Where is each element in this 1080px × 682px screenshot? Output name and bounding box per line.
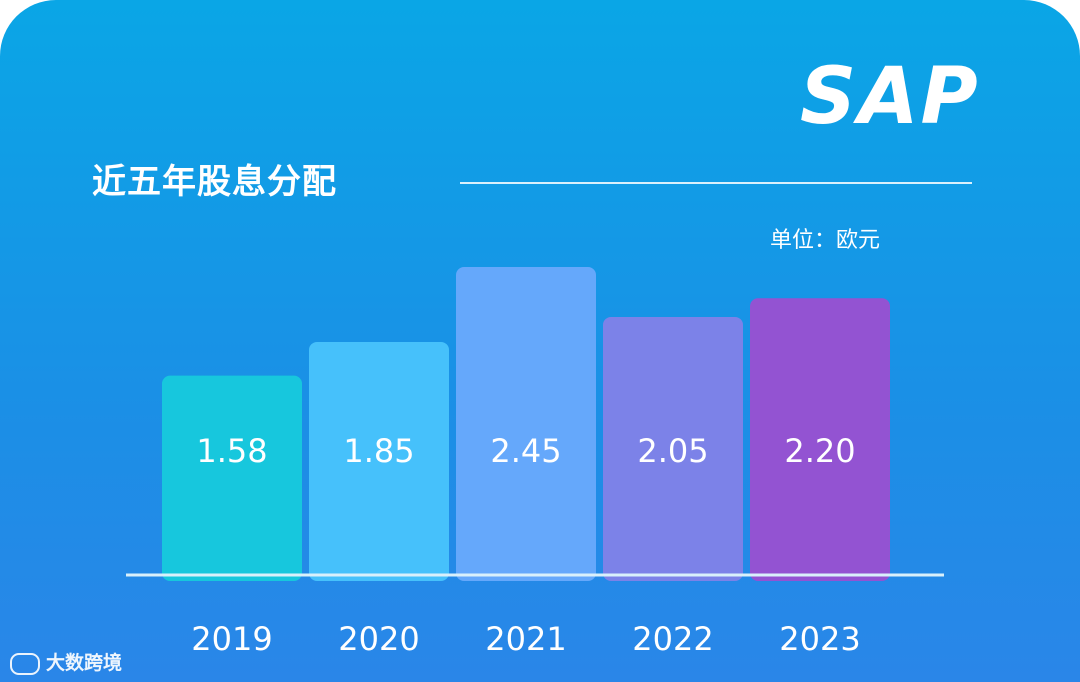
x-tick-2021: 2021	[485, 620, 566, 658]
brand-mark-icon	[10, 652, 40, 675]
bar-2020	[309, 341, 449, 581]
value-label-2021: 2.45	[490, 432, 561, 470]
sap-logo: SAP	[800, 52, 980, 142]
value-label-2020: 1.85	[343, 432, 414, 470]
value-label-2022: 2.05	[637, 432, 708, 470]
bars-group: 1.58 1.85 2.45 2.05 2.20	[162, 267, 890, 581]
value-label-2019: 1.58	[196, 432, 267, 470]
bar-2021	[456, 267, 596, 581]
unit-label: 单位：欧元	[770, 228, 881, 253]
x-tick-2020: 2020	[338, 620, 419, 658]
x-tick-2022: 2022	[632, 620, 713, 658]
title-divider	[460, 182, 972, 184]
footer-brand-label: 大数跨境	[46, 652, 123, 674]
x-tick-labels: 2019 2020 2021 2022 2023	[191, 620, 860, 658]
value-label-2023: 2.20	[784, 432, 855, 470]
x-tick-2023: 2023	[779, 620, 860, 658]
bar-2023	[750, 298, 890, 581]
footer-brand: 大数跨境	[10, 648, 122, 675]
bar-2022	[603, 316, 743, 581]
x-tick-2019: 2019	[191, 620, 272, 658]
chart-title: 近五年股息分配	[92, 162, 337, 202]
bar-2019	[162, 375, 302, 581]
